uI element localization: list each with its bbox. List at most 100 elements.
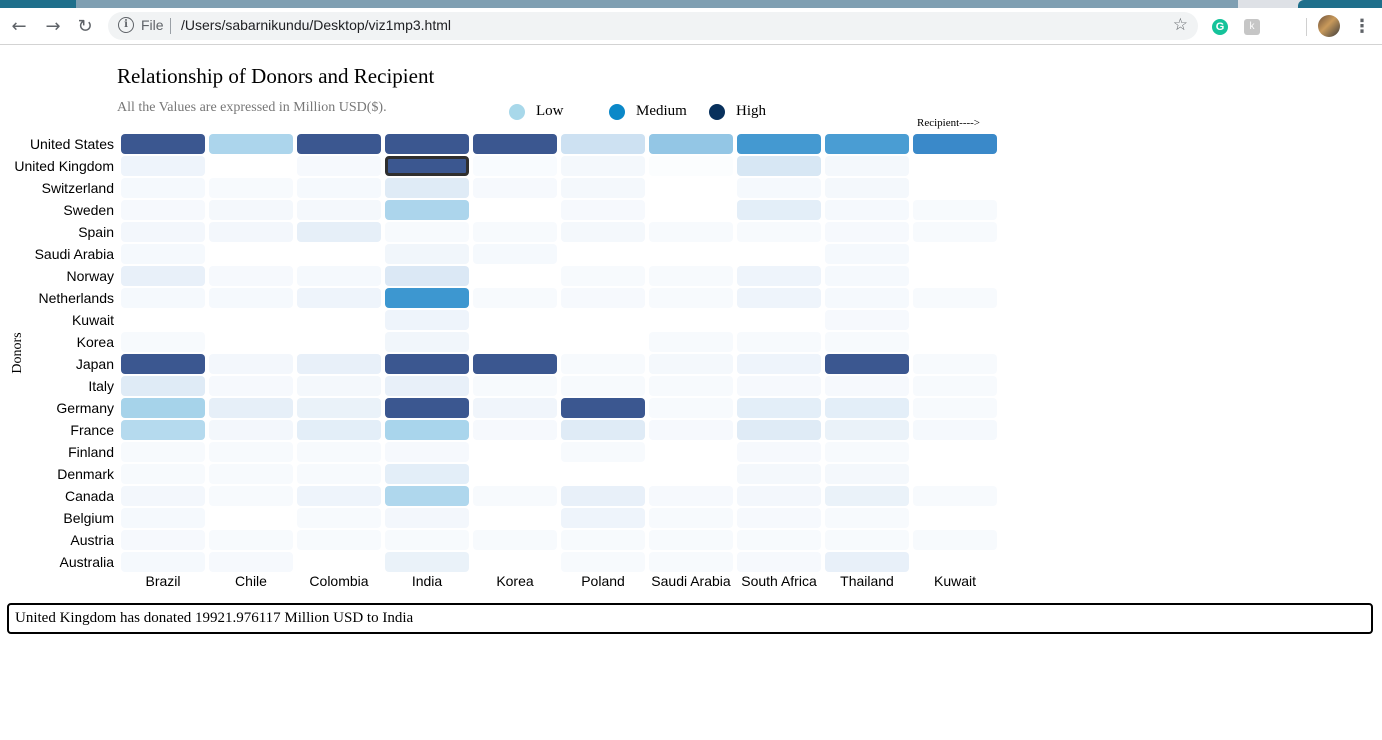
heatmap-cell-united-states-brazil[interactable] [121, 134, 205, 154]
profile-avatar[interactable] [1318, 15, 1340, 37]
heatmap-cell-saudi-arabia-poland[interactable] [561, 244, 645, 264]
heatmap-cell-belgium-saudi-arabia[interactable] [649, 508, 733, 528]
heatmap-cell-switzerland-kuwait[interactable] [913, 178, 997, 198]
heatmap-cell-sweden-thailand[interactable] [825, 200, 909, 220]
bookmark-star-icon[interactable]: ☆ [1172, 15, 1188, 35]
heatmap-cell-united-kingdom-india[interactable] [385, 156, 469, 176]
tab-profile-area[interactable] [1298, 0, 1382, 8]
heatmap-cell-kuwait-poland[interactable] [561, 310, 645, 330]
heatmap-cell-netherlands-saudi-arabia[interactable] [649, 288, 733, 308]
heatmap-cell-canada-saudi-arabia[interactable] [649, 486, 733, 506]
heatmap-cell-japan-colombia[interactable] [297, 354, 381, 374]
heatmap-cell-japan-south-africa[interactable] [737, 354, 821, 374]
heatmap-cell-italy-poland[interactable] [561, 376, 645, 396]
heatmap-cell-france-south-africa[interactable] [737, 420, 821, 440]
heatmap-cell-australia-kuwait[interactable] [913, 552, 997, 572]
heatmap-cell-united-kingdom-saudi-arabia[interactable] [649, 156, 733, 176]
heatmap-cell-saudi-arabia-chile[interactable] [209, 244, 293, 264]
heatmap-cell-united-kingdom-thailand[interactable] [825, 156, 909, 176]
heatmap-cell-korea-saudi-arabia[interactable] [649, 332, 733, 352]
heatmap-cell-united-states-colombia[interactable] [297, 134, 381, 154]
heatmap-cell-norway-kuwait[interactable] [913, 266, 997, 286]
heatmap-cell-austria-india[interactable] [385, 530, 469, 550]
heatmap-cell-sweden-brazil[interactable] [121, 200, 205, 220]
heatmap-cell-france-india[interactable] [385, 420, 469, 440]
heatmap-cell-sweden-india[interactable] [385, 200, 469, 220]
heatmap-cell-spain-thailand[interactable] [825, 222, 909, 242]
heatmap-cell-france-chile[interactable] [209, 420, 293, 440]
heatmap-cell-spain-poland[interactable] [561, 222, 645, 242]
heatmap-cell-canada-kuwait[interactable] [913, 486, 997, 506]
heatmap-cell-norway-thailand[interactable] [825, 266, 909, 286]
heatmap-cell-austria-korea[interactable] [473, 530, 557, 550]
heatmap-cell-kuwait-india[interactable] [385, 310, 469, 330]
heatmap-cell-denmark-chile[interactable] [209, 464, 293, 484]
heatmap-cell-saudi-arabia-brazil[interactable] [121, 244, 205, 264]
heatmap-cell-austria-poland[interactable] [561, 530, 645, 550]
heatmap-cell-germany-chile[interactable] [209, 398, 293, 418]
heatmap-cell-saudi-arabia-colombia[interactable] [297, 244, 381, 264]
heatmap-cell-norway-colombia[interactable] [297, 266, 381, 286]
heatmap-cell-italy-korea[interactable] [473, 376, 557, 396]
heatmap-cell-canada-brazil[interactable] [121, 486, 205, 506]
heatmap-cell-japan-poland[interactable] [561, 354, 645, 374]
heatmap-cell-sweden-colombia[interactable] [297, 200, 381, 220]
heatmap-cell-saudi-arabia-saudi-arabia[interactable] [649, 244, 733, 264]
heatmap-cell-norway-brazil[interactable] [121, 266, 205, 286]
heatmap-cell-finland-poland[interactable] [561, 442, 645, 462]
heatmap-cell-germany-colombia[interactable] [297, 398, 381, 418]
heatmap-cell-united-states-chile[interactable] [209, 134, 293, 154]
heatmap-cell-spain-south-africa[interactable] [737, 222, 821, 242]
heatmap-cell-canada-korea[interactable] [473, 486, 557, 506]
heatmap-cell-korea-brazil[interactable] [121, 332, 205, 352]
heatmap-cell-japan-korea[interactable] [473, 354, 557, 374]
heatmap-cell-finland-brazil[interactable] [121, 442, 205, 462]
heatmap-cell-italy-brazil[interactable] [121, 376, 205, 396]
heatmap-cell-united-states-kuwait[interactable] [913, 134, 997, 154]
heatmap-cell-australia-thailand[interactable] [825, 552, 909, 572]
heatmap-cell-france-brazil[interactable] [121, 420, 205, 440]
heatmap-cell-saudi-arabia-south-africa[interactable] [737, 244, 821, 264]
heatmap-cell-norway-saudi-arabia[interactable] [649, 266, 733, 286]
heatmap-cell-spain-kuwait[interactable] [913, 222, 997, 242]
heatmap-cell-united-states-india[interactable] [385, 134, 469, 154]
heatmap-cell-belgium-colombia[interactable] [297, 508, 381, 528]
heatmap-cell-germany-korea[interactable] [473, 398, 557, 418]
heatmap-cell-norway-poland[interactable] [561, 266, 645, 286]
heatmap-cell-denmark-south-africa[interactable] [737, 464, 821, 484]
heatmap-cell-belgium-india[interactable] [385, 508, 469, 528]
heatmap-cell-austria-brazil[interactable] [121, 530, 205, 550]
heatmap-cell-korea-colombia[interactable] [297, 332, 381, 352]
heatmap-cell-kuwait-south-africa[interactable] [737, 310, 821, 330]
heatmap-cell-united-kingdom-korea[interactable] [473, 156, 557, 176]
heatmap-cell-united-kingdom-poland[interactable] [561, 156, 645, 176]
heatmap-cell-kuwait-colombia[interactable] [297, 310, 381, 330]
heatmap-cell-germany-south-africa[interactable] [737, 398, 821, 418]
heatmap-cell-france-colombia[interactable] [297, 420, 381, 440]
heatmap-cell-france-poland[interactable] [561, 420, 645, 440]
heatmap-cell-denmark-india[interactable] [385, 464, 469, 484]
url-text[interactable]: /Users/sabarnikundu/Desktop/viz1mp3.html [181, 17, 452, 33]
heatmap-cell-france-korea[interactable] [473, 420, 557, 440]
heatmap-cell-canada-chile[interactable] [209, 486, 293, 506]
heatmap-cell-united-kingdom-kuwait[interactable] [913, 156, 997, 176]
heatmap-cell-denmark-saudi-arabia[interactable] [649, 464, 733, 484]
heatmap-cell-netherlands-south-africa[interactable] [737, 288, 821, 308]
heatmap-cell-spain-chile[interactable] [209, 222, 293, 242]
heatmap-cell-sweden-south-africa[interactable] [737, 200, 821, 220]
heatmap-cell-saudi-arabia-kuwait[interactable] [913, 244, 997, 264]
heatmap-cell-sweden-saudi-arabia[interactable] [649, 200, 733, 220]
heatmap-cell-belgium-poland[interactable] [561, 508, 645, 528]
heatmap-cell-austria-south-africa[interactable] [737, 530, 821, 550]
heatmap-cell-kuwait-thailand[interactable] [825, 310, 909, 330]
heatmap-cell-austria-kuwait[interactable] [913, 530, 997, 550]
heatmap-cell-austria-colombia[interactable] [297, 530, 381, 550]
heatmap-cell-spain-korea[interactable] [473, 222, 557, 242]
heatmap-cell-united-kingdom-south-africa[interactable] [737, 156, 821, 176]
heatmap-cell-austria-thailand[interactable] [825, 530, 909, 550]
heatmap-cell-sweden-korea[interactable] [473, 200, 557, 220]
heatmap-cell-korea-korea[interactable] [473, 332, 557, 352]
heatmap-cell-kuwait-kuwait[interactable] [913, 310, 997, 330]
heatmap-cell-italy-colombia[interactable] [297, 376, 381, 396]
heatmap-cell-canada-india[interactable] [385, 486, 469, 506]
